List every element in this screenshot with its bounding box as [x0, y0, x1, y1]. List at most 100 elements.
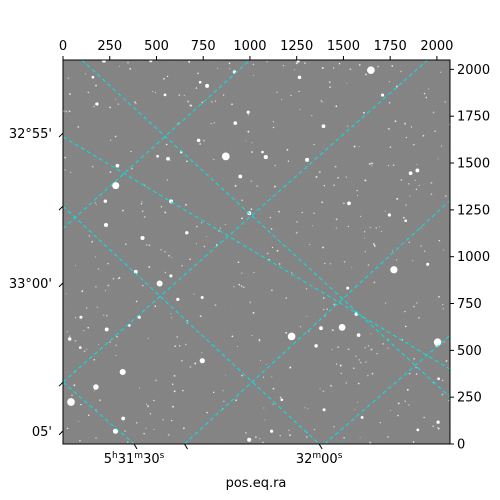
star — [162, 418, 164, 421]
star — [376, 352, 378, 355]
star — [166, 179, 169, 181]
star — [75, 317, 77, 319]
star — [195, 243, 198, 245]
star — [164, 271, 167, 274]
star — [88, 235, 91, 237]
star — [390, 266, 398, 274]
star — [79, 315, 83, 319]
star — [415, 168, 420, 173]
star — [340, 372, 343, 375]
star — [245, 432, 247, 434]
star — [182, 389, 184, 392]
star — [266, 252, 269, 255]
star — [163, 93, 167, 97]
star — [426, 262, 430, 266]
star — [188, 60, 191, 63]
star — [64, 169, 66, 171]
star — [254, 436, 257, 439]
star — [69, 171, 72, 174]
left-tick — [58, 132, 64, 138]
star — [236, 345, 238, 348]
star — [91, 241, 93, 244]
star — [148, 244, 151, 247]
star — [141, 284, 144, 287]
star — [103, 199, 108, 203]
star — [416, 428, 420, 432]
star — [171, 257, 173, 259]
star — [273, 185, 276, 188]
star — [87, 91, 90, 94]
star — [345, 382, 347, 384]
star — [176, 297, 180, 301]
star — [225, 374, 227, 376]
star — [278, 263, 281, 265]
star — [91, 240, 94, 243]
left-dec-axis: 32°55' 33°00' 05' — [9, 127, 64, 440]
star — [153, 399, 155, 402]
grid-line — [63, 136, 450, 370]
star — [315, 176, 318, 178]
star — [385, 302, 387, 304]
star — [222, 94, 225, 96]
star — [396, 197, 399, 200]
star — [154, 91, 157, 93]
star — [415, 373, 418, 375]
star — [146, 403, 148, 405]
star — [358, 359, 360, 361]
star — [301, 211, 303, 214]
star — [380, 230, 383, 233]
ra-tick-label: 5h31m30s — [104, 451, 165, 467]
top-tick-label: 1750 — [374, 39, 407, 54]
star — [221, 152, 230, 161]
star — [323, 185, 326, 187]
star — [335, 363, 338, 365]
star — [269, 216, 272, 219]
star — [262, 376, 265, 378]
ra-tick-label: 32m00s — [296, 451, 343, 467]
star — [360, 415, 364, 419]
star — [423, 92, 426, 95]
star — [342, 202, 345, 205]
star — [199, 315, 202, 318]
star — [93, 389, 95, 391]
star — [173, 390, 176, 393]
star — [282, 64, 285, 67]
star — [219, 227, 222, 229]
star — [404, 310, 406, 313]
star — [259, 437, 261, 440]
star — [441, 145, 443, 147]
star — [178, 94, 181, 96]
star — [145, 244, 148, 246]
star — [333, 426, 335, 428]
right-tick-label: 250 — [457, 391, 482, 406]
star — [107, 284, 110, 287]
star — [290, 94, 292, 97]
star — [109, 139, 112, 141]
star — [408, 171, 413, 176]
star — [305, 157, 310, 162]
star — [356, 189, 358, 192]
star — [176, 336, 179, 338]
star — [224, 224, 226, 226]
star — [233, 286, 235, 288]
star — [359, 361, 362, 364]
star — [409, 195, 411, 197]
star — [241, 272, 243, 274]
star — [364, 179, 367, 182]
star — [388, 165, 390, 167]
star — [324, 262, 326, 265]
star — [413, 357, 416, 360]
star — [353, 367, 355, 369]
star — [85, 73, 87, 75]
x-axis-title: pos.eq.ra — [226, 476, 287, 491]
star — [241, 199, 244, 202]
left-tick — [58, 282, 64, 288]
star — [308, 330, 310, 332]
star — [364, 250, 367, 253]
star — [358, 63, 361, 66]
star — [365, 73, 367, 76]
star — [379, 421, 382, 424]
star — [432, 425, 434, 428]
star — [425, 96, 428, 99]
star — [387, 213, 392, 217]
